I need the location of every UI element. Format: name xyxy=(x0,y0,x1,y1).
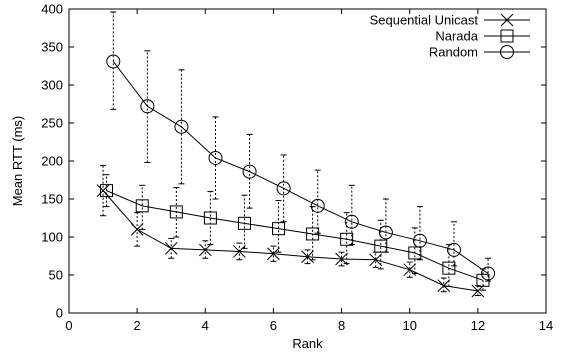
circle-marker xyxy=(447,242,462,257)
cross-stroke xyxy=(437,279,451,292)
circle-marker xyxy=(208,150,223,165)
y-tick-label: 400 xyxy=(41,2,63,17)
y-tick-label: 100 xyxy=(41,230,63,245)
circle-marker xyxy=(174,119,189,134)
series-square xyxy=(99,174,490,291)
square-marker xyxy=(169,205,183,219)
legend-label: Random xyxy=(429,45,478,60)
square-marker xyxy=(237,216,251,230)
x-tick-label: 4 xyxy=(202,318,209,333)
cross-stroke xyxy=(500,13,514,27)
square-marker xyxy=(203,211,217,225)
legend-label: Sequential Unicast xyxy=(370,13,479,28)
x-tick-label: 14 xyxy=(539,318,553,333)
cross-stroke xyxy=(301,250,314,264)
series-line xyxy=(112,61,489,274)
series-line xyxy=(102,190,478,292)
cross-stroke xyxy=(335,252,348,266)
cross-marker xyxy=(335,252,348,266)
circle-marker xyxy=(310,198,325,213)
circle-marker xyxy=(106,54,121,69)
square-marker xyxy=(374,239,388,253)
legend-item: Random xyxy=(429,45,530,60)
cross-stroke xyxy=(130,223,144,236)
cross-marker xyxy=(198,243,212,257)
y-tick-label: 0 xyxy=(56,306,63,321)
cross-marker xyxy=(500,13,514,27)
square-marker xyxy=(500,29,514,43)
circle-marker xyxy=(242,164,257,179)
circle-marker xyxy=(378,225,393,240)
circle-marker xyxy=(500,45,514,59)
circle-marker xyxy=(412,233,427,248)
cross-stroke xyxy=(403,263,417,277)
x-axis-label: Rank xyxy=(292,336,323,351)
cross-stroke xyxy=(164,242,178,255)
y-tick-label: 250 xyxy=(41,116,63,131)
square-marker xyxy=(99,184,113,198)
square-marker xyxy=(408,246,422,260)
cross-marker xyxy=(164,242,178,255)
cross-marker xyxy=(437,279,451,292)
series-layer xyxy=(96,11,496,298)
legend-item: Narada xyxy=(435,29,530,44)
cross-stroke xyxy=(233,245,246,258)
cross-stroke xyxy=(198,243,212,257)
series-circle xyxy=(106,11,496,282)
square-marker xyxy=(306,227,320,241)
x-tick-label: 6 xyxy=(270,318,277,333)
circle-marker xyxy=(344,214,359,229)
cross-marker xyxy=(301,250,314,264)
cross-marker xyxy=(267,247,280,261)
x-tick-label: 8 xyxy=(338,318,345,333)
cross-marker xyxy=(233,245,246,258)
y-tick-label: 300 xyxy=(41,78,63,93)
y-tick-label: 350 xyxy=(41,40,63,55)
x-tick-label: 0 xyxy=(65,318,72,333)
y-tick-label: 50 xyxy=(49,268,63,283)
square-marker xyxy=(442,261,456,275)
x-tick-label: 10 xyxy=(402,318,416,333)
circle-marker xyxy=(481,266,496,281)
series-line xyxy=(106,190,484,281)
y-tick-label: 150 xyxy=(41,192,63,207)
x-tick-label: 2 xyxy=(134,318,141,333)
square-marker xyxy=(272,222,286,236)
cross-marker xyxy=(369,253,382,267)
axes: 0 2 4 6 8 10 12 14 0 50 100 150 200 250 300 350 400 Rank M… xyxy=(10,2,553,352)
legend-label: Narada xyxy=(435,29,478,44)
cross-marker xyxy=(471,284,485,298)
cross-stroke xyxy=(96,184,110,197)
cross-stroke xyxy=(369,253,382,267)
x-tick-label: 12 xyxy=(471,318,485,333)
cross-marker xyxy=(130,223,144,236)
square-marker xyxy=(135,199,149,213)
circle-marker xyxy=(276,181,291,196)
cross-marker xyxy=(96,184,110,197)
cross-stroke xyxy=(267,247,280,261)
circle-marker xyxy=(140,99,155,114)
square-marker xyxy=(340,232,354,246)
series-cross xyxy=(96,165,485,298)
cross-stroke xyxy=(471,284,485,298)
legend-item: Sequential Unicast xyxy=(370,13,530,28)
y-axis-label: Mean RTT (ms) xyxy=(10,116,25,207)
y-tick-label: 200 xyxy=(41,154,63,169)
